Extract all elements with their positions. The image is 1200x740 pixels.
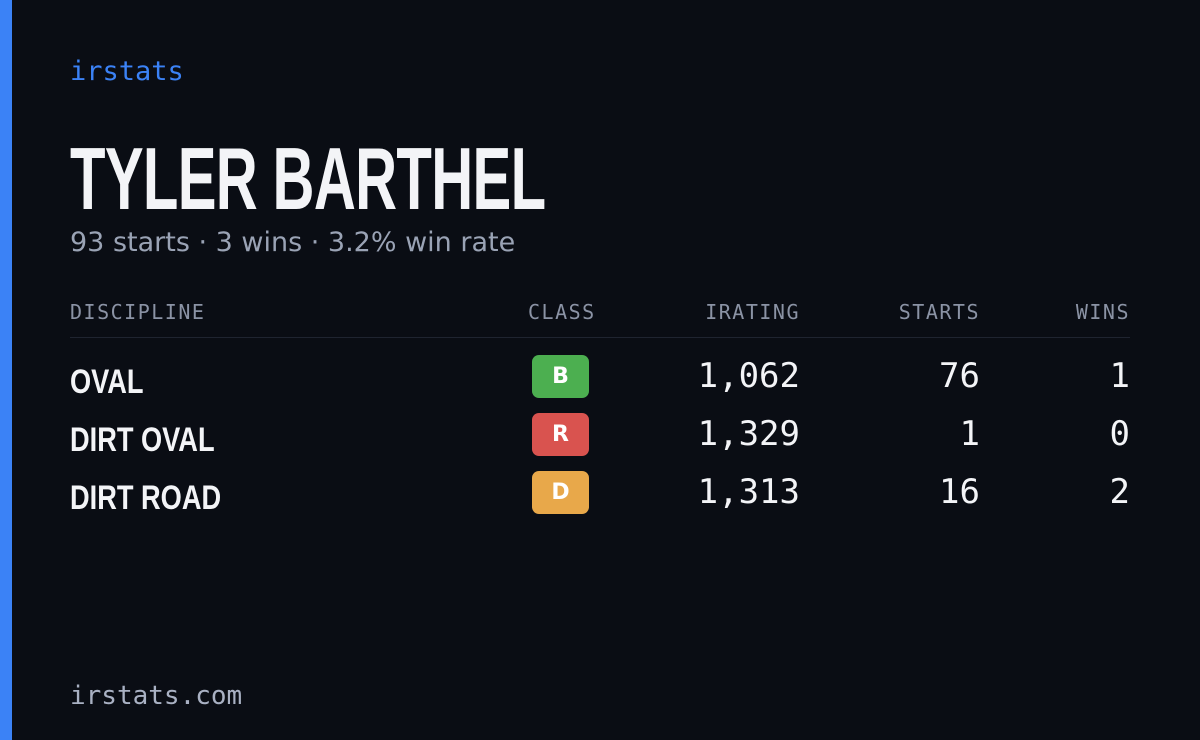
wins: 1 [1109,356,1130,396]
starts: 16 [939,472,980,512]
accent-bar [0,0,12,740]
discipline: DIRT OVAL [70,421,215,459]
irating: 1,062 [697,356,800,396]
starts: 1 [959,414,980,454]
discipline: OVAL [70,363,144,401]
footer: irstats.com [70,681,243,711]
irating: 1,313 [697,472,800,512]
class-badge: B [532,355,589,398]
irating: 1,329 [697,414,800,454]
class-badge: D [532,471,589,514]
column-header: WINS [1075,300,1130,324]
column-header: STARTS [898,300,980,324]
driver-name: TYLER BARTHEL [70,129,546,228]
discipline: DIRT ROAD [70,479,222,517]
column-header: CLASS [528,300,596,324]
header-rule [70,337,1130,338]
column-header: IRATING [705,300,800,324]
column-header: DISCIPLINE [70,300,206,324]
brand: irstats [70,56,184,87]
wins: 0 [1109,414,1130,454]
wins: 2 [1109,472,1130,512]
summary: 93 starts · 3 wins · 3.2% win rate [70,227,516,258]
class-badge: R [532,413,589,456]
starts: 76 [939,356,980,396]
